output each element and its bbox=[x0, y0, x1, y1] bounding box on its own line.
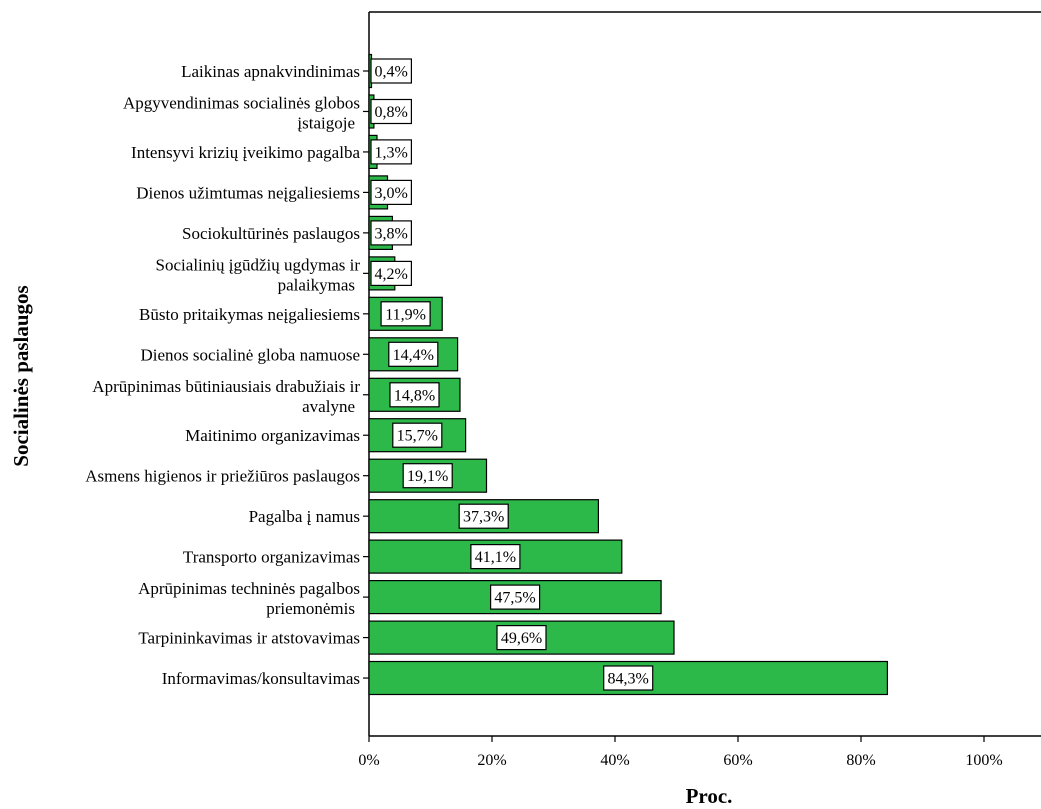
category-label: Intensyvi krizių įveikimo pagalba bbox=[131, 143, 360, 162]
category-label-line2: palaikymas bbox=[278, 275, 355, 294]
x-tick-label: 40% bbox=[600, 752, 629, 769]
x-tick-label: 20% bbox=[477, 752, 506, 769]
data-label-box bbox=[380, 301, 431, 327]
x-tick-label: 0% bbox=[358, 752, 379, 769]
category-label: Transporto organizavimas bbox=[183, 548, 360, 567]
data-label-text: 0,4% bbox=[375, 64, 408, 81]
data-label-box bbox=[370, 220, 413, 246]
category-label: Dienos užimtumas neįgaliesiems bbox=[136, 183, 360, 202]
data-label: 49,6% bbox=[496, 624, 547, 651]
x-axis-title: Proc. bbox=[686, 784, 733, 804]
data-label: 15,7% bbox=[392, 422, 443, 448]
data-label: 0,4% bbox=[370, 58, 413, 84]
data-label-box bbox=[388, 341, 439, 367]
data-label-text: 0,8% bbox=[375, 104, 408, 121]
data-label-text: 49,6% bbox=[501, 630, 542, 647]
category-label: Dienos socialinė globa namuose bbox=[140, 345, 360, 364]
data-label-text: 3,8% bbox=[375, 225, 408, 242]
data-label: 3,8% bbox=[370, 220, 413, 246]
data-label-text: 37,3% bbox=[463, 509, 504, 526]
data-label-box bbox=[370, 179, 413, 205]
x-tick-label: 80% bbox=[846, 752, 875, 769]
data-label-text: 15,7% bbox=[397, 428, 438, 445]
category-label: Maitinimo organizavimas bbox=[185, 426, 360, 445]
category-label: Socialinių įgūdžių ugdymas ir bbox=[156, 255, 361, 274]
category-label: Sociokultūrinės paslaugos bbox=[182, 224, 360, 243]
data-label-text: 4,2% bbox=[375, 266, 408, 283]
category-label-line2: priemonėmis bbox=[266, 599, 355, 618]
category-label-line2: avalyne bbox=[302, 397, 355, 416]
data-label: 11,9% bbox=[380, 301, 431, 327]
category-label: Tarpininkavimas ir atstovavimas bbox=[138, 629, 360, 648]
data-label-text: 19,1% bbox=[407, 468, 448, 485]
data-label-text: 1,3% bbox=[375, 144, 408, 161]
data-label: 47,5% bbox=[490, 584, 541, 610]
category-label: Apgyvendinimas socialinės globos bbox=[123, 94, 360, 113]
category-label: Asmens higienos ir priežiūros paslaugos bbox=[85, 467, 360, 486]
data-label-box bbox=[370, 98, 413, 125]
data-label: 37,3% bbox=[458, 503, 509, 529]
data-label-text: 41,1% bbox=[475, 549, 516, 566]
data-label-box bbox=[603, 665, 654, 691]
data-label: 14,4% bbox=[388, 341, 439, 367]
data-label-box bbox=[402, 463, 453, 489]
plot-frame bbox=[368, 11, 1041, 737]
category-label-line2: įstaigoje bbox=[297, 114, 355, 133]
data-label: 0,8% bbox=[370, 98, 413, 125]
data-label-box bbox=[490, 584, 541, 610]
data-label: 3,0% bbox=[370, 179, 413, 205]
data-label: 4,2% bbox=[370, 260, 413, 286]
data-label-text: 3,0% bbox=[375, 185, 408, 202]
data-label-text: 14,8% bbox=[394, 387, 435, 404]
x-tick-label: 100% bbox=[965, 752, 1002, 769]
data-label-text: 11,9% bbox=[385, 306, 426, 323]
data-label: 84,3% bbox=[603, 665, 654, 691]
data-label: 41,1% bbox=[470, 543, 521, 570]
data-label-box bbox=[496, 624, 547, 651]
data-label-text: 47,5% bbox=[494, 590, 535, 607]
category-label: Aprūpinimas būtiniausiais drabužiais ir bbox=[92, 377, 360, 396]
category-label: Būsto pritaikymas neįgaliesiems bbox=[139, 305, 360, 324]
data-label-box bbox=[392, 422, 443, 448]
x-tick-label: 60% bbox=[723, 752, 752, 769]
data-label: 14,8% bbox=[389, 382, 440, 408]
category-label: Laikinas apnakvindinimas bbox=[181, 62, 360, 81]
x-ticks-group: 0% 20% 40% 60% 80% 100% bbox=[358, 736, 1003, 769]
data-label-box bbox=[370, 139, 413, 165]
category-label: Aprūpinimas techninės pagalbos bbox=[138, 579, 360, 598]
data-label-box bbox=[389, 382, 440, 408]
data-label-box bbox=[470, 543, 521, 570]
category-label: Pagalba į namus bbox=[249, 507, 360, 526]
data-label-text: 84,3% bbox=[608, 671, 649, 688]
category-labels-group: Laikinas apnakvindinimas Apgyvendinimas s… bbox=[85, 62, 369, 688]
data-label-box bbox=[370, 260, 413, 286]
data-label: 19,1% bbox=[402, 463, 453, 489]
data-label-text: 14,4% bbox=[393, 347, 434, 364]
category-label: Informavimas/konsultavimas bbox=[162, 669, 360, 688]
bars-group: 0,4% 0,8% 1,3% 3,0% 3,8% 4,2% 11,9% 14,4% 14,8% 1… bbox=[368, 53, 889, 696]
data-label-box bbox=[458, 503, 509, 529]
y-axis-title: Socialinės paslaugos bbox=[9, 285, 33, 466]
data-label-box bbox=[370, 58, 413, 84]
data-label: 1,3% bbox=[370, 139, 413, 165]
